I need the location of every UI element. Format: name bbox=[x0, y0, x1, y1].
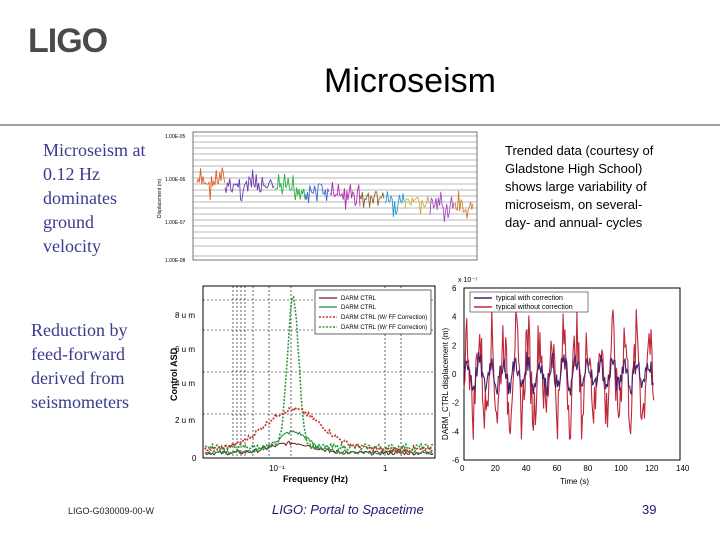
time-ytick: 0 bbox=[452, 370, 457, 379]
trend-trace bbox=[384, 191, 405, 218]
asd-xtick-1: 1 bbox=[383, 464, 388, 473]
trend-trace bbox=[304, 183, 330, 204]
trend-ylabel: Displacement (m) bbox=[157, 178, 163, 218]
asd-trace bbox=[204, 405, 434, 455]
time-legend-2: typical without correction bbox=[496, 304, 573, 311]
time-ytick: 2 bbox=[452, 341, 457, 350]
time-xtick: 80 bbox=[583, 464, 592, 473]
trend-ytick-2: 1.00E-06 bbox=[165, 177, 186, 183]
title-divider bbox=[0, 124, 720, 126]
time-xtick: 40 bbox=[522, 464, 531, 473]
time-xtick: 140 bbox=[676, 464, 690, 473]
time-xtick: 0 bbox=[460, 464, 465, 473]
asd-xlabel: Frequency (Hz) bbox=[283, 474, 348, 484]
time-yticks: 6 4 2 0 -2 -4 -6 bbox=[452, 284, 460, 465]
time-legend: typical with correction typical without … bbox=[469, 291, 589, 313]
asd-xtick-0: 10⁻¹ bbox=[269, 464, 285, 473]
asd-ytick-0: 0 bbox=[192, 454, 197, 463]
asd-legend-3: DARM CTRL (W/ FF Correction) bbox=[341, 315, 427, 321]
footer-tagline: LIGO: Portal to Spacetime bbox=[272, 502, 424, 517]
footer-doc-id: LIGO-G030009-00-W bbox=[68, 506, 155, 516]
trend-trace bbox=[404, 196, 430, 215]
asd-ylabel: Control ASD bbox=[169, 347, 179, 401]
trend-trace bbox=[429, 191, 455, 222]
trend-ytick-3: 1.00E-07 bbox=[165, 220, 186, 226]
asd-ytick-6: 6 u m bbox=[175, 345, 195, 354]
time-ytick: -6 bbox=[452, 456, 460, 465]
time-ytick: 6 bbox=[452, 284, 457, 293]
trend-ytick-4: 1.00E-08 bbox=[165, 258, 186, 264]
time-xtick: 100 bbox=[614, 464, 628, 473]
trend-chart: 1.00E-05 1.00E-06 1.00E-07 1.00E-08 Disp… bbox=[155, 128, 485, 268]
time-ytick: 4 bbox=[452, 313, 457, 322]
darm-time-chart: typical with correction typical without … bbox=[441, 277, 690, 486]
ligo-logo: LIGO bbox=[28, 22, 108, 60]
microseism-text: Microseism at 0.12 Hz dominates ground v… bbox=[43, 140, 146, 256]
time-xtick: 20 bbox=[491, 464, 500, 473]
asd-traces bbox=[204, 295, 434, 456]
time-xticks: 0 20 40 60 80 100 120 140 bbox=[460, 464, 690, 473]
time-xtick: 60 bbox=[553, 464, 562, 473]
trend-ytick-1: 1.00E-05 bbox=[165, 134, 186, 140]
trend-trace bbox=[224, 169, 275, 202]
time-ytick: -4 bbox=[452, 427, 460, 436]
time-legend-1: typical with correction bbox=[496, 295, 563, 302]
trend-trace bbox=[359, 191, 385, 208]
trend-trace bbox=[329, 181, 361, 210]
page-number: 39 bbox=[642, 502, 657, 517]
asd-ytick-4: 4 u m bbox=[175, 379, 195, 388]
time-traces bbox=[463, 309, 655, 440]
asd-ytick-8: 8 u m bbox=[175, 311, 195, 320]
time-ytick: -2 bbox=[452, 399, 460, 408]
asd-ytick-2: 2 u m bbox=[175, 416, 195, 425]
time-ylabel: DARM_CTRL displacement (m) bbox=[441, 327, 450, 440]
trend-traces bbox=[196, 167, 474, 222]
time-xtick: 120 bbox=[645, 464, 659, 473]
time-xlabel: Time (s) bbox=[560, 477, 589, 486]
asd-legend-1: DARM CTRL bbox=[341, 296, 377, 302]
trended-data-note: Trended data (courtesy of Gladstone High… bbox=[505, 143, 654, 230]
asd-legend-2: DARM CTRL bbox=[341, 305, 377, 311]
feedforward-text: Reduction by feed-forward derived from s… bbox=[31, 320, 129, 412]
trend-trace bbox=[454, 190, 474, 219]
control-asd-chart: DARM CTRL DARM CTRL DARM CTRL (W/ FF Cor… bbox=[169, 285, 436, 484]
trend-trace bbox=[274, 174, 306, 201]
trend-trace bbox=[196, 167, 226, 201]
asd-trace bbox=[204, 430, 434, 455]
asd-trace bbox=[204, 440, 433, 456]
asd-legend: DARM CTRL DARM CTRL DARM CTRL (W/ FF Cor… bbox=[314, 289, 432, 335]
time-trace bbox=[463, 351, 655, 396]
slide-title: Microseism bbox=[324, 62, 496, 100]
asd-legend-4: DARM CTRL (W/ FF Correction) bbox=[341, 325, 427, 331]
time-exponent: x 10⁻⁷ bbox=[458, 277, 478, 284]
